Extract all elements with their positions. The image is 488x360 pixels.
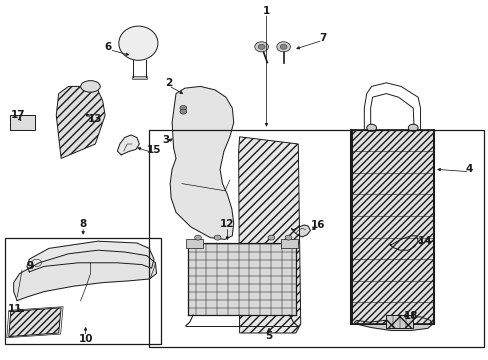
- Text: 12: 12: [220, 219, 234, 229]
- Text: 6: 6: [104, 42, 111, 52]
- Polygon shape: [9, 308, 61, 337]
- Circle shape: [267, 235, 274, 240]
- Bar: [281, 239, 298, 248]
- Circle shape: [280, 44, 286, 49]
- Polygon shape: [56, 86, 105, 158]
- Text: 18: 18: [403, 311, 417, 321]
- Bar: [132, 76, 146, 79]
- Text: 5: 5: [265, 330, 272, 341]
- Ellipse shape: [407, 124, 417, 131]
- Text: 15: 15: [146, 145, 161, 156]
- Text: 14: 14: [417, 236, 432, 246]
- Text: 11: 11: [7, 304, 22, 314]
- Text: 7: 7: [318, 33, 326, 43]
- Circle shape: [258, 44, 264, 49]
- Circle shape: [194, 235, 201, 240]
- Ellipse shape: [81, 81, 100, 92]
- Polygon shape: [389, 236, 417, 250]
- Bar: [351, 130, 432, 324]
- Circle shape: [180, 105, 186, 111]
- Bar: [10, 115, 35, 130]
- Polygon shape: [27, 241, 154, 272]
- Text: 4: 4: [465, 164, 472, 174]
- Bar: [149, 130, 483, 347]
- Text: 9: 9: [27, 261, 34, 271]
- Bar: [188, 243, 295, 315]
- Polygon shape: [170, 86, 233, 239]
- Polygon shape: [291, 225, 310, 237]
- Polygon shape: [14, 250, 156, 301]
- Bar: [5, 238, 161, 344]
- Text: 16: 16: [310, 220, 325, 230]
- Text: 13: 13: [88, 114, 102, 124]
- Circle shape: [254, 42, 268, 52]
- Polygon shape: [354, 317, 432, 330]
- Bar: [185, 239, 203, 248]
- Circle shape: [276, 42, 290, 52]
- Text: 3: 3: [163, 135, 169, 145]
- Polygon shape: [117, 135, 139, 155]
- Circle shape: [214, 235, 221, 240]
- Circle shape: [180, 109, 186, 114]
- Text: 17: 17: [11, 110, 26, 120]
- Text: 8: 8: [80, 219, 86, 229]
- Circle shape: [285, 235, 291, 240]
- Ellipse shape: [366, 124, 376, 131]
- Bar: [386, 315, 412, 328]
- Polygon shape: [238, 137, 300, 333]
- Text: 1: 1: [263, 6, 269, 16]
- Ellipse shape: [119, 26, 158, 60]
- Text: 10: 10: [78, 334, 93, 344]
- Text: 2: 2: [165, 78, 172, 88]
